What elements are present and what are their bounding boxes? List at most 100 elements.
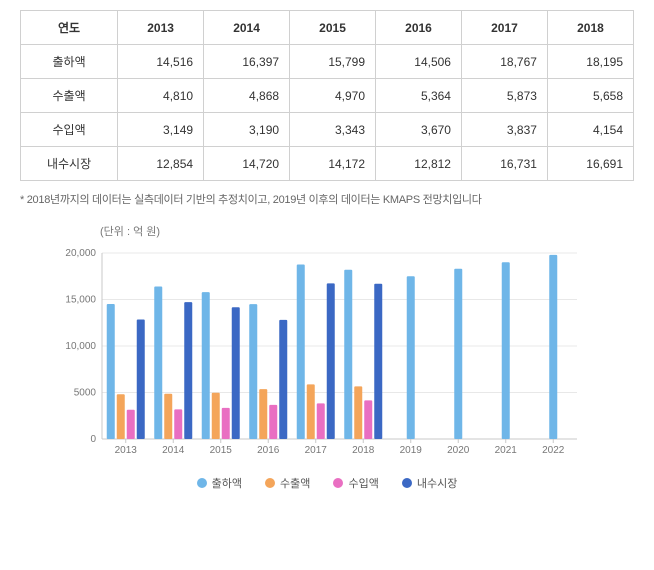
bar-shipment [407, 276, 415, 439]
svg-text:2014: 2014 [162, 445, 185, 456]
table-row: 출하액14,51616,39715,79914,50618,76718,195 [21, 45, 634, 79]
bar-shipment [297, 264, 305, 439]
bar-export [354, 386, 362, 439]
bar-domestic [374, 284, 382, 439]
bar-export [307, 384, 315, 439]
cell-value: 12,854 [118, 147, 204, 181]
bar-export [212, 393, 220, 439]
svg-text:5000: 5000 [74, 388, 97, 399]
cell-value: 16,731 [461, 147, 547, 181]
cell-value: 18,195 [547, 45, 633, 79]
row-label: 수입액 [21, 113, 118, 147]
bar-import [364, 400, 372, 439]
chart-legend: 출하액 수출액 수입액 내수시장 [20, 475, 634, 491]
cell-value: 14,720 [204, 147, 290, 181]
table-header-row: 연도 2013 2014 2015 2016 2017 2018 [21, 11, 634, 45]
cell-value: 3,670 [376, 113, 462, 147]
cell-value: 5,873 [461, 79, 547, 113]
bar-shipment [107, 304, 115, 439]
legend-shipment: 출하액 [197, 475, 242, 491]
cell-value: 18,767 [461, 45, 547, 79]
bar-domestic [279, 320, 287, 439]
bar-shipment [549, 255, 557, 439]
svg-text:2021: 2021 [495, 445, 518, 456]
bar-export [259, 389, 267, 439]
bar-shipment [249, 304, 257, 439]
cell-value: 4,868 [204, 79, 290, 113]
legend-export: 수출액 [265, 475, 310, 491]
bar-shipment [502, 262, 510, 439]
bar-shipment [344, 270, 352, 439]
cell-value: 5,364 [376, 79, 462, 113]
col-2015: 2015 [290, 11, 376, 45]
bar-shipment [454, 269, 462, 439]
data-table: 연도 2013 2014 2015 2016 2017 2018 출하액14,5… [20, 10, 634, 181]
cell-value: 3,149 [118, 113, 204, 147]
legend-label-shipment: 출하액 [212, 475, 242, 491]
svg-text:2013: 2013 [115, 445, 138, 456]
legend-swatch-shipment [197, 478, 207, 488]
bar-import [174, 409, 182, 439]
cell-value: 3,190 [204, 113, 290, 147]
table-row: 내수시장12,85414,72014,17212,81216,73116,691 [21, 147, 634, 181]
bar-export [164, 394, 172, 439]
cell-value: 14,506 [376, 45, 462, 79]
legend-import: 수입액 [333, 475, 378, 491]
legend-swatch-export [265, 478, 275, 488]
svg-text:20,000: 20,000 [65, 248, 96, 259]
col-2018: 2018 [547, 11, 633, 45]
bar-chart: 0 5000 10,000 15,000 20,000 2013 2014 2015 2016 2… [47, 245, 607, 465]
bar-import [317, 403, 325, 439]
svg-text:2016: 2016 [257, 445, 280, 456]
cell-value: 3,837 [461, 113, 547, 147]
svg-text:2022: 2022 [542, 445, 565, 456]
legend-domestic: 내수시장 [402, 475, 457, 491]
cell-value: 14,516 [118, 45, 204, 79]
cell-value: 16,691 [547, 147, 633, 181]
legend-swatch-domestic [402, 478, 412, 488]
col-2016: 2016 [376, 11, 462, 45]
legend-label-export: 수출액 [280, 475, 310, 491]
svg-text:10,000: 10,000 [65, 341, 96, 352]
cell-value: 3,343 [290, 113, 376, 147]
col-2017: 2017 [461, 11, 547, 45]
cell-value: 4,970 [290, 79, 376, 113]
table-row: 수입액3,1493,1903,3433,6703,8374,154 [21, 113, 634, 147]
col-2014: 2014 [204, 11, 290, 45]
bar-export [117, 394, 125, 439]
bar-domestic [184, 302, 192, 439]
svg-text:2020: 2020 [447, 445, 470, 456]
bar-domestic [232, 307, 240, 439]
svg-text:2018: 2018 [352, 445, 375, 456]
cell-value: 14,172 [290, 147, 376, 181]
svg-text:2019: 2019 [400, 445, 423, 456]
row-label: 수출액 [21, 79, 118, 113]
legend-label-domestic: 내수시장 [417, 475, 457, 491]
legend-swatch-import [333, 478, 343, 488]
table-row: 수출액4,8104,8684,9705,3645,8735,658 [21, 79, 634, 113]
chart-svg: 0 5000 10,000 15,000 20,000 2013 2014 2015 2016 2… [47, 245, 587, 465]
bar-shipment [154, 287, 162, 439]
row-label: 출하액 [21, 45, 118, 79]
cell-value: 15,799 [290, 45, 376, 79]
svg-text:0: 0 [90, 434, 96, 445]
bar-domestic [327, 283, 335, 439]
cell-value: 4,810 [118, 79, 204, 113]
bar-import [269, 405, 277, 439]
col-2013: 2013 [118, 11, 204, 45]
bar-import [127, 410, 135, 439]
row-label: 내수시장 [21, 147, 118, 181]
footnote-text: * 2018년까지의 데이터는 실측데이터 기반의 추정치이고, 2019년 이… [20, 191, 634, 207]
cell-value: 5,658 [547, 79, 633, 113]
cell-value: 4,154 [547, 113, 633, 147]
legend-label-import: 수입액 [348, 475, 378, 491]
col-year: 연도 [21, 11, 118, 45]
bar-import [222, 408, 230, 439]
cell-value: 12,812 [376, 147, 462, 181]
svg-text:15,000: 15,000 [65, 295, 96, 306]
bar-domestic [137, 319, 145, 439]
svg-text:2017: 2017 [305, 445, 328, 456]
svg-text:2015: 2015 [210, 445, 233, 456]
cell-value: 16,397 [204, 45, 290, 79]
bar-shipment [202, 292, 210, 439]
